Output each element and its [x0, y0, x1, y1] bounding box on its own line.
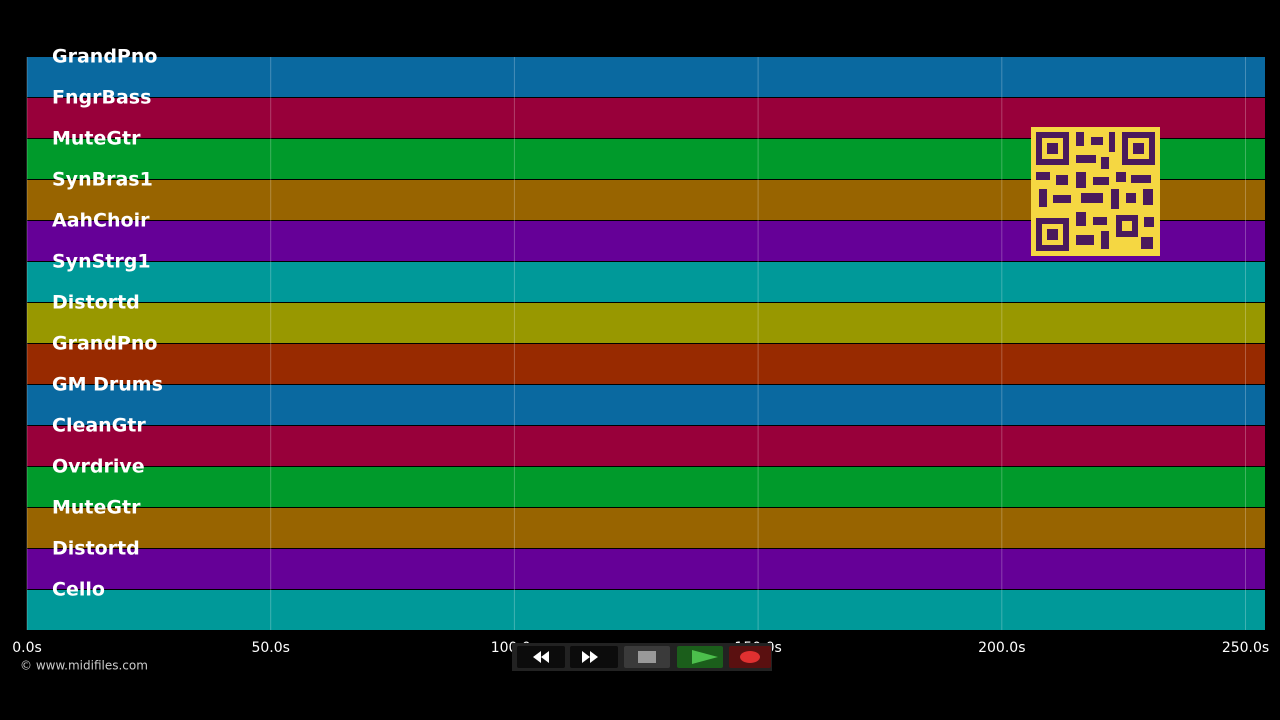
transport	[512, 643, 772, 671]
track-label: FngrBass	[52, 87, 151, 109]
track-label: MuteGtr	[52, 497, 141, 519]
track-band	[27, 590, 1265, 630]
play-button[interactable]	[677, 646, 723, 668]
track-band	[27, 426, 1265, 466]
qr-code	[1031, 127, 1160, 256]
time-tick-label: 0.0s	[12, 640, 42, 656]
track-band	[27, 262, 1265, 302]
track-band	[27, 344, 1265, 384]
track-label: Ovrdrive	[52, 456, 145, 478]
copyright: © www.midifiles.com	[20, 659, 148, 673]
track-label: GM Drums	[52, 374, 163, 396]
track-label: AahChoir	[52, 210, 150, 232]
time-tick-label: 200.0s	[978, 640, 1025, 656]
track-label: Cello	[52, 579, 105, 601]
stop-button[interactable]	[624, 646, 670, 668]
track-band	[27, 508, 1265, 548]
time-grid	[26, 57, 1247, 630]
track-label: GrandPno	[52, 46, 157, 68]
track-band	[27, 303, 1265, 343]
track-label: SynBras1	[52, 169, 153, 191]
record-button[interactable]	[729, 646, 771, 668]
rewind-button[interactable]	[517, 646, 565, 668]
time-tick-label: 250.0s	[1222, 640, 1269, 656]
track-label: GrandPno	[52, 333, 157, 355]
track-band	[27, 57, 1265, 97]
track-label: Distortd	[52, 292, 140, 314]
track-band	[27, 549, 1265, 589]
track-band	[27, 385, 1265, 425]
track-label: Distortd	[52, 538, 140, 560]
fast-forward-button[interactable]	[570, 646, 618, 668]
track-band	[27, 467, 1265, 507]
track-label: CleanGtr	[52, 415, 146, 437]
time-tick-label: 50.0s	[251, 640, 289, 656]
track-label: SynStrg1	[52, 251, 151, 273]
track-label: MuteGtr	[52, 128, 141, 150]
